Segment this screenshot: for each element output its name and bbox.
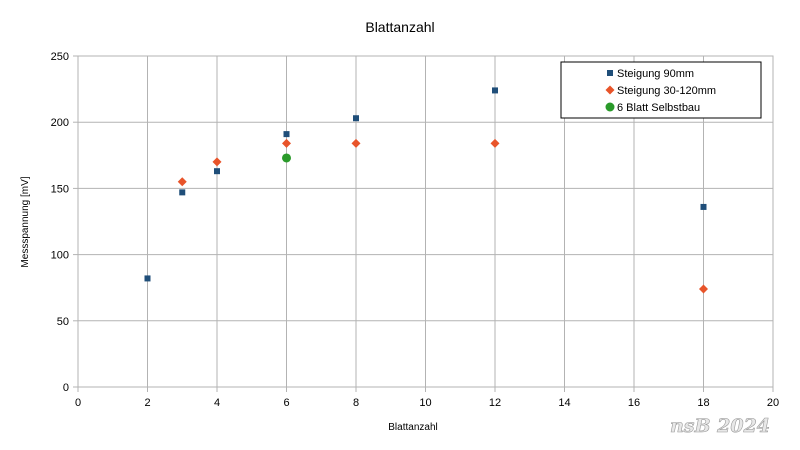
x-tick-label: 8: [353, 397, 359, 409]
chart-title: Blattanzahl: [365, 19, 434, 35]
legend-entry: Steigung 90mm: [617, 68, 694, 80]
legend-box: [560, 61, 762, 119]
x-tick-label: 20: [767, 397, 779, 409]
y-tick-label: 0: [63, 382, 69, 394]
x-tick-label: 16: [628, 397, 640, 409]
x-axis-label: Blattanzahl: [388, 422, 437, 433]
y-axis-label: Messspannung [mV]: [20, 176, 31, 267]
x-tick-label: 0: [75, 397, 81, 409]
data-point: [179, 189, 186, 196]
data-point: [214, 168, 220, 175]
y-tick-label: 250: [51, 51, 69, 63]
legend-entry: Steigung 30-120mm: [617, 85, 716, 97]
x-tick-label: 4: [214, 397, 220, 409]
data-point: [492, 87, 498, 94]
y-tick-label: 150: [51, 183, 69, 195]
data-point: [699, 284, 708, 294]
legend-marker: [605, 85, 615, 95]
legend-marker: [607, 70, 613, 76]
data-point: [351, 138, 361, 148]
data-point: [212, 157, 222, 167]
data-point: [353, 115, 359, 122]
legend-entry: 6 Blatt Selbstbau: [617, 102, 700, 114]
data-point: [144, 275, 151, 282]
data-point: [490, 138, 500, 148]
x-tick-label: 6: [283, 397, 289, 409]
series-3: [282, 153, 291, 163]
x-tick-label: 10: [419, 397, 431, 409]
x-tick-label: 14: [558, 397, 570, 409]
data-point: [282, 138, 291, 148]
series-2: [177, 138, 708, 294]
y-tick-label: 200: [51, 117, 69, 129]
legend-marker: [605, 102, 615, 112]
data-point: [700, 203, 707, 210]
data-point: [177, 177, 187, 187]
x-tick-label: 2: [144, 397, 150, 409]
data-point: [282, 153, 291, 163]
x-axis-ticks: 0 2 4 6 8 10 12 14 16 18 20: [75, 387, 779, 409]
watermark: nsB 2024: [670, 415, 770, 437]
series-1: [144, 87, 707, 282]
data-points: [144, 87, 708, 294]
y-axis-ticks: 0 50 100 150 200 250: [51, 51, 78, 394]
y-tick-label: 50: [57, 316, 69, 328]
x-tick-label: 12: [489, 397, 501, 409]
legend: Steigung 90mm Steigung 30-120mm 6 Blatt Se…: [560, 61, 762, 119]
x-tick-label: 18: [697, 397, 709, 409]
y-tick-label: 100: [51, 250, 69, 262]
data-point: [283, 131, 290, 138]
